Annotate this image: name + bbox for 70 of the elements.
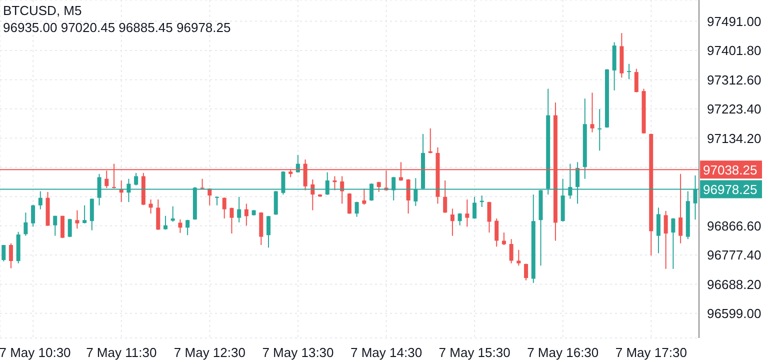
x-tick-label: 7 May 11:30 <box>86 345 157 360</box>
candlestick <box>134 172 138 186</box>
candlestick <box>590 92 594 133</box>
y-tick-label: 97223.40 <box>707 102 762 117</box>
candlestick <box>487 201 492 234</box>
candlestick <box>200 178 204 190</box>
candlestick <box>148 198 153 214</box>
candlestick <box>75 210 80 230</box>
x-tick-label: 7 May 13:30 <box>262 345 334 360</box>
x-tick-label: 7 May 17:30 <box>615 345 687 360</box>
candlestick <box>215 196 219 206</box>
candlestick <box>186 219 190 236</box>
candlestick <box>634 68 638 93</box>
candlestick <box>53 215 58 236</box>
candlestick <box>354 201 359 218</box>
candlestick <box>362 188 366 206</box>
candlestick <box>509 238 514 264</box>
ref-line-label: 96978.25 <box>703 182 758 198</box>
x-tick-label: 7 May 14:30 <box>350 345 422 360</box>
candlestick <box>24 212 28 236</box>
candlestick <box>458 212 462 226</box>
y-tick-label: 97401.80 <box>707 43 762 58</box>
x-tick-label: 7 May 15:30 <box>438 345 510 360</box>
x-tick-label: 7 May 10:30 <box>0 345 71 360</box>
text: 96935.00 97020.45 96885.45 96978.25 <box>3 19 231 36</box>
ref-line-label: 97038.25 <box>703 162 758 178</box>
y-tick-label: 96777.40 <box>707 248 762 263</box>
y-tick-label: 96688.20 <box>707 276 762 292</box>
candlestick <box>156 198 160 230</box>
candlestick <box>516 249 521 266</box>
candlestick <box>428 128 432 154</box>
candlestick <box>443 180 448 214</box>
candlestick <box>406 178 410 214</box>
candlestick <box>524 263 528 281</box>
candlestick <box>598 108 602 152</box>
candlestick <box>340 176 344 204</box>
candlestick <box>222 196 226 219</box>
candlestick <box>347 192 352 214</box>
candlestick <box>472 196 477 220</box>
candlestick <box>671 218 676 270</box>
candlestick <box>678 173 683 244</box>
candlestick <box>237 196 242 223</box>
candlestick <box>31 204 36 228</box>
y-tick-label: 97134.20 <box>707 130 762 146</box>
candlestick <box>2 244 6 262</box>
candlestick <box>502 232 506 246</box>
candlestick <box>163 215 168 230</box>
y-tick-label: 96599.00 <box>707 306 762 322</box>
candlestick <box>664 210 668 270</box>
candlestick <box>494 218 499 248</box>
candlestick <box>244 203 248 226</box>
candlestick <box>332 176 337 191</box>
candlestick <box>8 242 13 269</box>
candlestick <box>178 218 182 234</box>
chart-title: BTCUSD, M5 <box>3 2 83 19</box>
x-tick-label: 7 May 12:30 <box>174 345 246 360</box>
candlestick <box>465 198 470 228</box>
candlestick <box>627 63 632 80</box>
candlestick <box>450 208 454 236</box>
y-tick-label: 96866.60 <box>707 218 762 234</box>
candlestick <box>266 215 271 248</box>
candlestick <box>656 207 660 254</box>
y-tick-label: 97491.00 <box>707 14 762 29</box>
candlestick <box>82 204 87 224</box>
candlestick <box>119 180 124 203</box>
candlestick <box>230 207 234 234</box>
y-tick-label: 97312.60 <box>707 72 762 88</box>
x-tick-label: 7 May 16:30 <box>527 345 599 360</box>
candlestick <box>38 190 42 210</box>
candlestick <box>90 198 94 231</box>
